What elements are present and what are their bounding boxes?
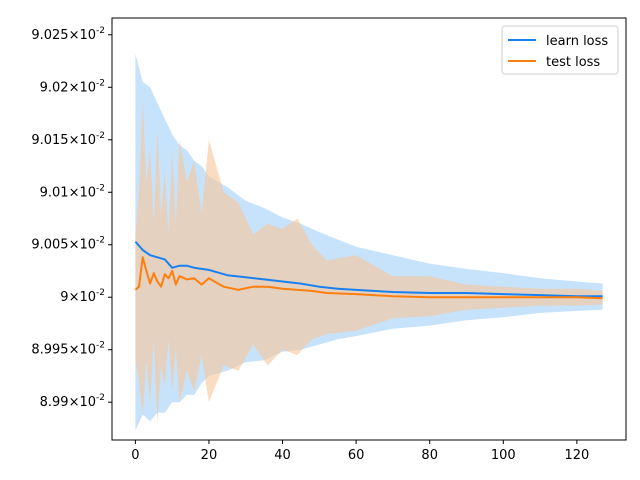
x-axis: 0 20 40 60 80 100 120 bbox=[131, 440, 589, 463]
line-test-loss bbox=[134, 256, 603, 300]
y-tick-label: 9.015×10-2 bbox=[31, 131, 105, 148]
y-tick-label: 8.995×10-2 bbox=[31, 341, 105, 358]
x-tick-label: 60 bbox=[348, 448, 365, 463]
y-tick-label: 9.005×10-2 bbox=[31, 236, 105, 253]
y-tick-label: 8.99×10-2 bbox=[40, 393, 105, 410]
confidence-bands bbox=[135, 53, 603, 431]
y-tick-label: 9.02×10-2 bbox=[40, 78, 105, 95]
legend-label: test loss bbox=[546, 55, 600, 70]
x-tick-label: 20 bbox=[201, 448, 218, 463]
x-tick-label: 80 bbox=[421, 448, 438, 463]
y-tick-label: 9×10-2 bbox=[60, 288, 105, 305]
x-tick-label: 100 bbox=[491, 448, 516, 463]
x-tick-label: 40 bbox=[274, 448, 291, 463]
series-lines bbox=[134, 240, 603, 300]
y-axis: 8.99×10-2 8.995×10-2 9×10-2 9.005×10-2 9.01×… bbox=[31, 26, 112, 410]
x-tick-label: 120 bbox=[564, 448, 589, 463]
x-tick-label: 0 bbox=[131, 448, 139, 463]
line-learn-loss bbox=[134, 240, 603, 298]
y-tick-label: 9.025×10-2 bbox=[31, 26, 105, 43]
legend-label: learn loss bbox=[546, 34, 608, 49]
axes-frame bbox=[111, 17, 627, 441]
y-tick-label: 9.01×10-2 bbox=[40, 183, 105, 200]
band-test-loss bbox=[135, 99, 603, 424]
legend: learn loss test loss bbox=[501, 25, 619, 75]
